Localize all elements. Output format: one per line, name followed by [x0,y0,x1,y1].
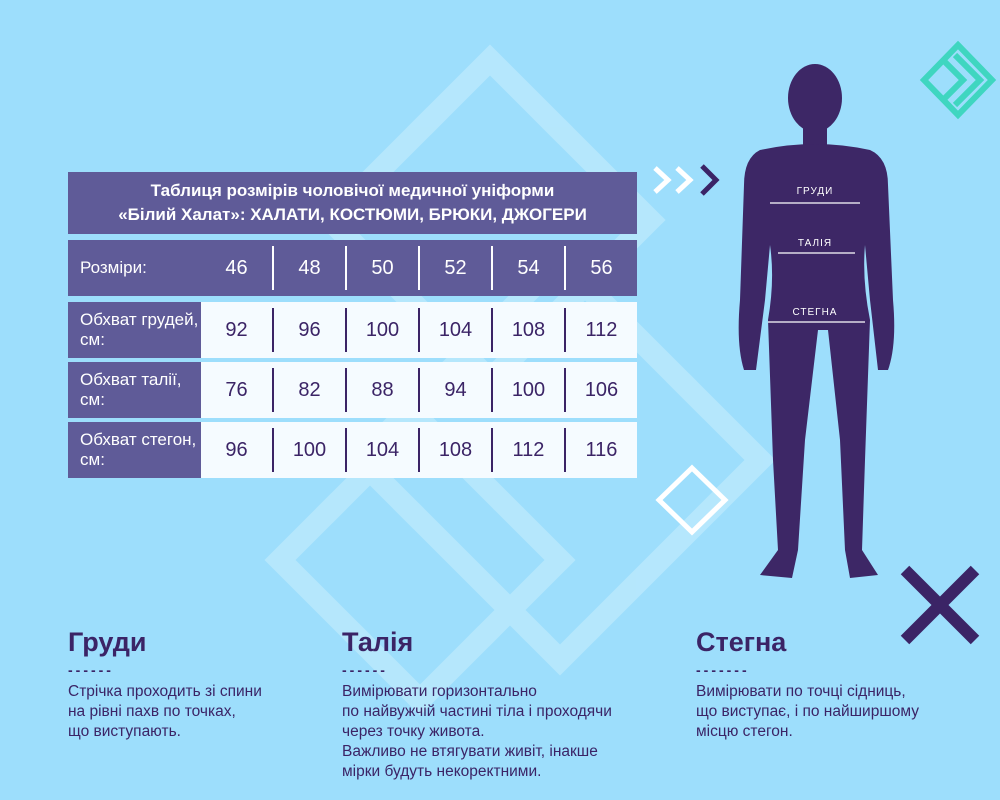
value-cell: 100 [345,308,418,352]
value-cell: 106 [564,368,637,412]
section-text: Стрічка проходить зі спини на рівні пахв… [68,683,262,740]
value-cell: 108 [418,428,491,472]
size-cell: 56 [564,246,637,290]
section-title: Груди [68,627,147,657]
section-hips: Стегна ------- Вимірювати по точці сідни… [696,626,919,742]
value-cell: 88 [345,368,418,412]
value-cell: 96 [225,439,248,461]
cross-icon [900,565,980,645]
table-row-chest: Обхват грудей, см: 92 96 100 104 108 112 [68,302,637,358]
table-title: Таблиця розмірів чоловічої медичної уніф… [68,172,637,234]
value-cell: 116 [564,428,637,472]
size-cell: 54 [491,246,564,290]
value-cell: 96 [272,308,345,352]
value-cell: 94 [418,368,491,412]
size-cell: 48 [272,246,345,290]
section-title: Талія [342,627,414,657]
size-cell: 52 [418,246,491,290]
value-cell: 104 [345,428,418,472]
waist-label: ТАЛІЯ [797,238,833,249]
white-diamond-icon [655,464,729,536]
dash-divider: ------ [342,662,388,678]
table-row-waist: Обхват талії, см: 76 82 88 94 100 106 [68,362,637,418]
dash-divider: ------- [696,662,750,678]
value-cell: 100 [272,428,345,472]
section-waist: Талія ------ Вимірювати горизонтально по… [342,626,612,782]
sizes-row: Розміри: 46 48 50 52 54 56 [68,240,637,296]
sizes-label: Розміри: [68,240,201,296]
value-cell: 76 [225,379,248,401]
size-cell: 50 [345,246,418,290]
hips-label: СТЕГНА [792,307,838,318]
row-label: Обхват стегон, см: [68,422,201,478]
body-silhouette [738,64,895,578]
value-cell: 104 [418,308,491,352]
title-line-1: Таблиця розмірів чоловічої медичної уніф… [150,181,555,200]
table-row-hips: Обхват стегон, см: 96 100 104 108 112 11… [68,422,637,478]
section-text: Вимірювати по точці сідниць, що виступає… [696,683,919,740]
value-cell: 108 [491,308,564,352]
teal-diamond-icon [919,40,997,120]
row-label: Обхват талії, см: [68,362,201,418]
value-cell: 100 [491,368,564,412]
value-cell: 112 [564,308,637,352]
section-text: Вимірювати горизонтально по найвужчій ча… [342,683,612,780]
chest-label: ГРУДИ [796,186,834,197]
value-cell: 82 [272,368,345,412]
title-line-2: «Білий Халат»: ХАЛАТИ, КОСТЮМИ, БРЮКИ, Д… [118,205,587,224]
row-label: Обхват грудей, см: [68,302,201,358]
section-chest: Груди ------ Стрічка проходить зі спини … [68,626,262,742]
dash-divider: ------ [68,662,114,678]
value-cell: 112 [491,428,564,472]
value-cell: 92 [225,319,248,341]
chevrons-icon [653,164,720,196]
section-title: Стегна [696,627,787,657]
size-cell: 46 [225,257,248,279]
